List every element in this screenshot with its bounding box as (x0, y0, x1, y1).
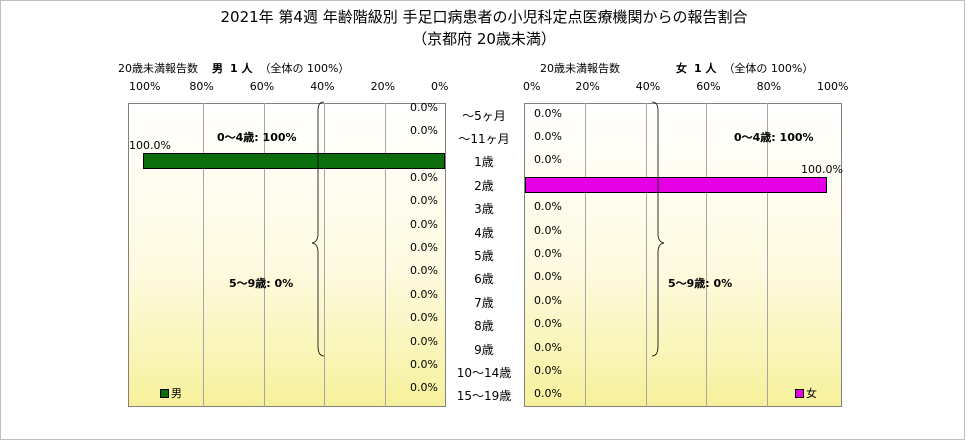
male-value-label: 0.0% (410, 357, 438, 371)
age-category-label: 2歳 (474, 178, 494, 193)
female-value-label: 0.0% (534, 106, 562, 120)
female-value-label: 0.0% (534, 130, 562, 144)
age-category-label: 9歳 (474, 342, 494, 357)
male-x-tick: 20% (370, 80, 396, 93)
female-value-label: 0.0% (534, 247, 562, 260)
female-bar (525, 176, 827, 193)
male-value-label: 0.0% (410, 264, 438, 278)
age-category-label: ～5ヶ月 (462, 108, 506, 123)
female-gridline (585, 103, 587, 407)
male-value-label: 0.0% (410, 217, 438, 231)
female-value-label: 0.0% (534, 223, 562, 237)
female-x-tick: 40% (635, 80, 661, 93)
male-group-label-0-4: 0～4歳: 100% (217, 131, 297, 144)
chart-subtitle: （京都府 20歳未満） (412, 30, 556, 48)
female-header-note: （全体の 100%） (723, 62, 814, 75)
age-category-label: 1歳 (474, 155, 494, 170)
male-value-label: 0.0% (410, 311, 438, 325)
female-value-label: 0.0% (534, 200, 562, 214)
female-value-label: 0.0% (534, 153, 562, 167)
male-gridline (203, 103, 205, 407)
male-value-label: 100.0% (129, 139, 171, 153)
female-brace-icon (651, 101, 665, 357)
female-header-sex: 女 (675, 62, 687, 75)
male-brace-icon (311, 101, 325, 357)
male-header: 20歳未満報告数 男 1 人 （全体の 100%） (118, 60, 349, 76)
male-x-tick: 60% (249, 80, 275, 93)
male-value-label: 0.0% (410, 334, 438, 348)
female-value-label: 0.0% (534, 340, 562, 354)
male-value-label: 0.0% (410, 287, 438, 301)
female-header-count: 1 人 (693, 62, 717, 75)
male-gridline (384, 103, 386, 407)
male-value-label: 0.0% (410, 124, 438, 138)
male-x-tick: 100% (129, 80, 161, 93)
female-legend-label: 女 (806, 387, 817, 400)
age-category-label: 6歳 (474, 272, 494, 287)
male-legend: 男 (160, 385, 182, 401)
female-legend-swatch (795, 388, 804, 398)
female-group-label-5-9: 5～9歳: 0% (668, 277, 733, 290)
male-value-label: 0.0% (410, 381, 438, 395)
male-value-label: 0.0% (410, 241, 438, 254)
female-plot-area (524, 103, 842, 407)
age-category-label: 5歳 (474, 249, 494, 263)
female-value-label: 0.0% (534, 317, 562, 331)
male-x-tick: 40% (310, 80, 335, 93)
female-x-tick: 0% (523, 80, 541, 93)
male-legend-swatch (160, 388, 169, 398)
male-header-note: （全体の 100%） (259, 62, 350, 75)
age-category-label: 15～19歳 (456, 389, 512, 404)
female-header: 20歳未満報告数 女 1 人 （全体の 100%） (540, 60, 813, 76)
age-category-label: 4歳 (474, 225, 494, 240)
female-value-label: 0.0% (534, 363, 562, 377)
female-value-label: 0.0% (534, 387, 562, 401)
female-value-label: 0.0% (534, 270, 562, 284)
chart-title: 2021年 第4週 年齢階級別 手足口病患者の小児科定点医療機関からの報告割合 (220, 8, 748, 26)
female-gridline (766, 103, 768, 407)
age-category-label: 7歳 (474, 295, 494, 310)
female-x-tick: 80% (756, 80, 782, 93)
female-x-tick: 60% (696, 80, 721, 93)
male-value-label: 0.0% (410, 194, 438, 208)
female-header-label: 20歳未満報告数 (540, 62, 620, 75)
male-value-label: 0.0% (410, 170, 438, 184)
female-legend: 女 (795, 385, 817, 401)
female-group-label-0-4: 0～4歳: 100% (734, 131, 814, 144)
female-gridline (706, 103, 708, 407)
female-x-tick: 100% (817, 80, 849, 93)
male-x-tick: 80% (189, 80, 214, 93)
female-value-label: 0.0% (534, 293, 562, 307)
male-plot-area (128, 103, 446, 407)
male-header-label: 20歳未満報告数 (118, 62, 198, 75)
age-category-label: 3歳 (474, 202, 494, 217)
male-header-count: 1 人 (230, 62, 253, 75)
male-gridline (263, 103, 265, 407)
male-header-sex: 男 (212, 62, 223, 75)
male-legend-label: 男 (171, 387, 182, 400)
male-group-label-5-9: 5～9歳: 0% (229, 277, 294, 290)
age-category-label: 8歳 (474, 319, 494, 334)
female-x-tick: 20% (575, 80, 600, 93)
age-category-label: 10～14歳 (456, 365, 512, 380)
male-gridline (324, 103, 326, 407)
male-x-tick: 0% (431, 80, 449, 93)
male-bar (143, 153, 445, 170)
male-value-label: 0.0% (410, 100, 438, 114)
female-gridline (645, 103, 647, 407)
age-category-label: ～11ヶ月 (458, 132, 510, 147)
female-value-label: 100.0% (801, 162, 843, 176)
